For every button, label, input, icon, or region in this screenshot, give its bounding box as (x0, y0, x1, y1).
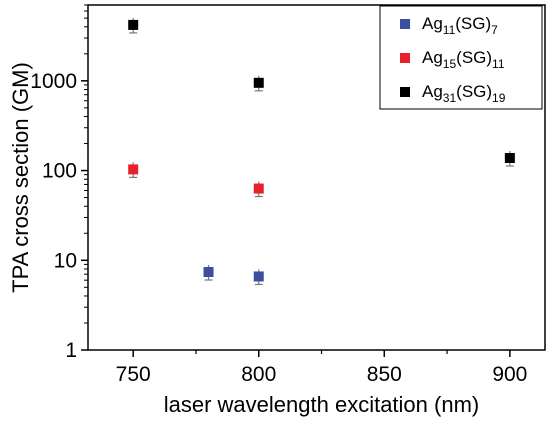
data-point (253, 181, 264, 198)
legend-swatch (400, 87, 410, 97)
legend-text-part: Ag (422, 82, 443, 101)
legend-text-part: Ag (422, 14, 443, 33)
legend-swatch (400, 53, 410, 63)
marker-square (203, 267, 214, 278)
x-tick-label: 900 (492, 363, 527, 386)
marker-square (128, 164, 139, 175)
data-marks (128, 17, 515, 286)
legend-subscript: 31 (443, 91, 457, 105)
plot-frame (87, 4, 546, 351)
marker-square (253, 77, 264, 88)
data-point (128, 162, 139, 178)
legend-text-part: Ag (422, 48, 443, 67)
legend-subscript: 11 (492, 57, 505, 71)
marker-square (128, 19, 139, 30)
legend-subscript: 15 (443, 57, 457, 71)
legend-subscript: 11 (443, 23, 456, 37)
marker-square (253, 271, 264, 282)
x-axis-title: laser wavelength excitation (nm) (164, 392, 479, 417)
x-tick-label: 850 (367, 363, 402, 386)
data-point (128, 17, 139, 34)
data-point (253, 269, 264, 286)
marker-square (253, 183, 264, 194)
legend-text-part: (SG) (456, 82, 492, 101)
x-tick-label: 750 (116, 363, 151, 386)
data-point (203, 265, 214, 281)
legend-text-part: (SG) (456, 48, 492, 67)
legend-text-part: (SG) (455, 14, 491, 33)
x-tick-label: 800 (241, 363, 276, 386)
axes: 750 800 850 900 1 10 100 1000 laser wavelength e… (8, 4, 546, 417)
y-tick-label: 10 (54, 249, 77, 272)
legend-subscript: 7 (491, 23, 498, 37)
marker-square (504, 153, 515, 164)
y-axis-title: TPA cross section (GM) (8, 62, 33, 293)
legend-subscript: 19 (492, 91, 506, 105)
legend-swatch (400, 19, 410, 29)
legend-label: Ag31(SG)19 (422, 82, 506, 105)
legend-label: Ag15(SG)11 (422, 48, 505, 71)
data-point (504, 151, 515, 167)
data-point (253, 75, 264, 92)
legend-label: Ag11(SG)7 (422, 14, 498, 37)
y-tick-label: 100 (42, 160, 77, 183)
y-tick-label: 1 (65, 339, 77, 362)
y-tick-label: 1000 (30, 70, 77, 93)
